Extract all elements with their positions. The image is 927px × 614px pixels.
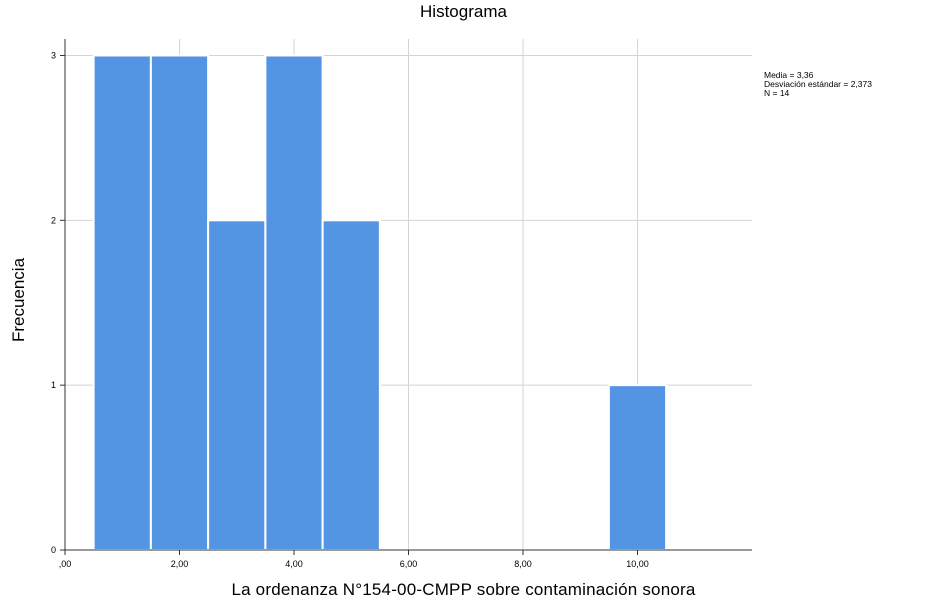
histogram-bar	[607, 384, 668, 551]
y-tick-label: 2	[51, 215, 56, 225]
histogram-bar	[264, 54, 324, 552]
stats-n: N = 14	[764, 88, 790, 98]
x-tick-label: 2,00	[171, 559, 189, 569]
x-tick-label: 4,00	[285, 559, 303, 569]
stats-legend: Media = 3,36 Desviación estándar = 2,373…	[764, 71, 872, 98]
x-tick-label: 10,00	[626, 559, 649, 569]
chart-title: Histograma	[420, 2, 507, 21]
histogram-bar	[149, 54, 210, 552]
histogram-bar	[92, 54, 152, 552]
x-tick-label: 8,00	[514, 559, 532, 569]
stats-mean: Media = 3,36	[764, 70, 814, 80]
y-tick-label: 3	[51, 50, 56, 60]
x-axis-label: La ordenanza N°154-00-CMPP sobre contami…	[231, 580, 696, 599]
y-tick-label: 1	[51, 380, 56, 390]
x-tick-label: ,00	[59, 559, 72, 569]
histogram-bar	[207, 219, 267, 552]
y-axis-label: Frecuencia	[9, 257, 28, 343]
y-tick-label: 0	[51, 545, 56, 555]
histogram-bar	[321, 219, 381, 552]
stats-std: Desviación estándar = 2,373	[764, 79, 872, 89]
x-tick-label: 6,00	[400, 559, 418, 569]
